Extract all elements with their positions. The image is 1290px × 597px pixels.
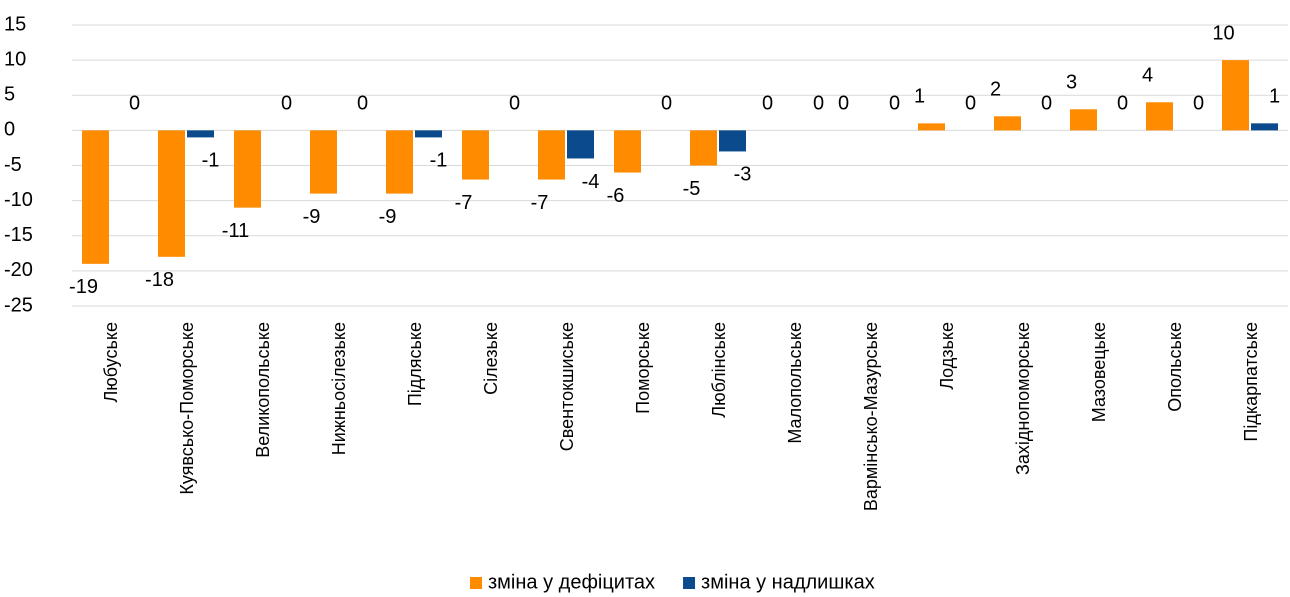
data-label: 0 (1117, 93, 1128, 115)
data-label: 0 (357, 93, 368, 115)
data-label: -1 (202, 150, 220, 172)
bar (158, 130, 185, 257)
bar (538, 130, 565, 180)
y-tick-label: -20 (4, 259, 33, 281)
data-label: -9 (379, 206, 397, 228)
legend-label: зміна у дефіцитах (488, 571, 655, 593)
x-tick-label: Сілезьке (481, 322, 501, 395)
data-label: -19 (69, 276, 98, 298)
data-label: -1 (430, 150, 448, 172)
x-tick-label: Любуське (101, 322, 121, 403)
data-label: -5 (683, 178, 701, 200)
bar (614, 130, 641, 173)
x-tick-label: Куявсько-Поморське (177, 322, 197, 495)
data-label: 1 (914, 86, 925, 108)
bar (994, 116, 1021, 131)
data-label: -7 (531, 192, 549, 214)
y-tick-label: 10 (4, 48, 26, 70)
bar (690, 130, 717, 166)
data-label: -4 (582, 171, 600, 193)
bar (1070, 109, 1097, 131)
bar (234, 130, 261, 208)
data-label: -11 (222, 220, 249, 242)
bar (918, 123, 945, 131)
data-label: 0 (129, 93, 140, 115)
bar (1222, 60, 1249, 131)
x-tick-label: Великопольське (253, 322, 273, 458)
x-tick-label: Поморське (633, 322, 653, 414)
x-tick-label: Нижньосілезьке (329, 322, 349, 455)
y-tick-label: -15 (4, 224, 33, 246)
bar (1251, 123, 1278, 131)
x-tick-label: Вармінсько-Мазурське (861, 322, 881, 511)
x-tick-label: Підкарпатське (1241, 322, 1261, 442)
bar (1146, 102, 1173, 131)
bar (310, 130, 337, 194)
y-tick-label: -25 (4, 294, 33, 316)
data-label: 4 (1142, 65, 1153, 87)
data-label: 3 (1066, 72, 1077, 94)
y-tick-label: -5 (4, 154, 22, 176)
legend-label: зміна у надлишках (701, 571, 875, 593)
data-label: -7 (455, 192, 473, 214)
x-tick-label: Малопольське (785, 322, 805, 444)
bar (386, 130, 413, 194)
data-label: -18 (145, 269, 174, 291)
data-label: 0 (813, 93, 824, 115)
bar (719, 130, 746, 152)
y-tick-label: 0 (4, 119, 15, 141)
data-label: 0 (1041, 93, 1052, 115)
bar (567, 130, 594, 159)
data-label: 1 (1269, 86, 1280, 108)
bar (415, 130, 442, 138)
x-tick-label: Опольське (1165, 322, 1185, 412)
data-label: 2 (990, 79, 1001, 101)
x-tick-label: Мазовецьке (1089, 322, 1109, 422)
bar (462, 130, 489, 180)
data-label: 0 (281, 93, 292, 115)
y-tick-label: 5 (4, 84, 15, 106)
x-tick-label: Люблінське (709, 322, 729, 418)
data-label: 0 (838, 93, 849, 115)
data-label: 10 (1212, 22, 1234, 44)
y-tick-label: -10 (4, 189, 33, 211)
x-tick-label: Лодзьке (937, 322, 957, 390)
legend: зміна у дефіцитах зміна у надлишках (470, 571, 875, 593)
x-tick-label: Підляське (405, 322, 425, 406)
x-tick-label: Свентокшиське (557, 322, 577, 451)
data-label: 0 (509, 93, 520, 115)
data-label: 0 (762, 93, 773, 115)
data-label: 0 (889, 93, 900, 115)
data-label: -9 (303, 206, 321, 228)
data-label: 0 (1193, 93, 1204, 115)
data-label: -6 (607, 185, 625, 207)
data-label: -3 (734, 164, 752, 186)
data-label: 0 (965, 93, 976, 115)
y-tick-label: 15 (4, 13, 26, 35)
bar (82, 130, 109, 264)
x-tick-label: Західнопоморське (1013, 322, 1033, 475)
data-label: 0 (661, 93, 672, 115)
legend-swatch (470, 577, 482, 589)
legend-swatch (683, 577, 696, 589)
bar (187, 130, 214, 138)
